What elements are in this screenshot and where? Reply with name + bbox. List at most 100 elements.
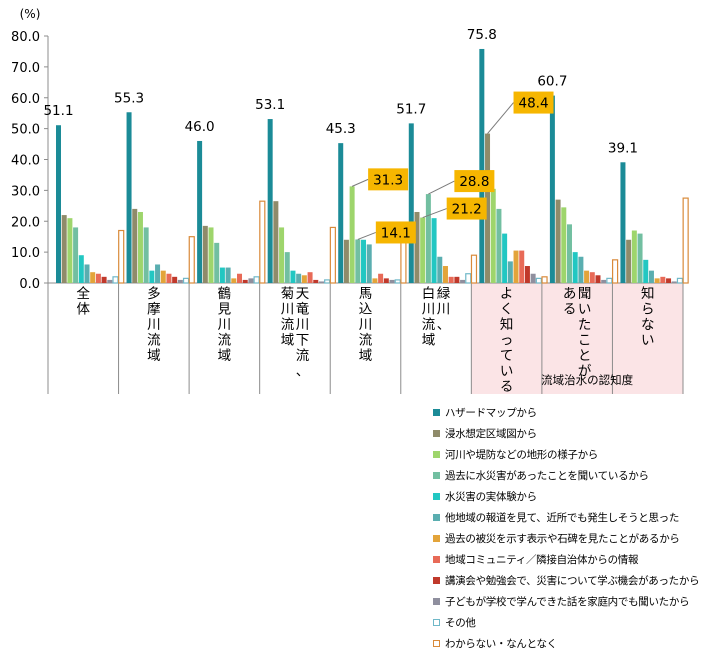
bar xyxy=(507,261,513,283)
legend-label: 過去に水災害があったことを聞いているから xyxy=(445,470,649,482)
category-label-char: 流 xyxy=(281,317,295,333)
bar xyxy=(237,273,243,283)
category-label-char: 摩 xyxy=(147,301,161,318)
bar xyxy=(606,277,613,284)
bar xyxy=(414,211,420,283)
legend-swatch xyxy=(433,640,440,647)
bar xyxy=(470,254,478,284)
bar-value-label: 51.7 xyxy=(396,101,426,117)
bar xyxy=(584,270,590,283)
callout-leader xyxy=(428,180,455,195)
legend-swatch xyxy=(433,493,440,500)
bar xyxy=(225,267,231,283)
category-label-char: 流 xyxy=(359,333,373,349)
category-label-char: る xyxy=(563,302,577,318)
legend: ハザードマップから 浸水想定区域図から 河川や堤防などの地形の様子から 過去に水災害が… xyxy=(433,402,718,654)
bar xyxy=(383,278,389,283)
category-label-char: 体 xyxy=(77,302,91,318)
legend-swatch xyxy=(433,472,440,479)
callout-label: 14.1 xyxy=(381,225,411,241)
bar xyxy=(648,270,654,283)
bar xyxy=(177,279,183,283)
callout-box xyxy=(446,197,487,220)
legend-swatch xyxy=(433,619,440,626)
y-tick-label: 60.0 xyxy=(11,92,40,107)
category-label-char: 菊 xyxy=(281,286,295,302)
bar xyxy=(389,279,395,283)
bar xyxy=(318,281,324,283)
category-label-char: 流 xyxy=(218,333,232,349)
bar xyxy=(611,259,619,284)
category-label-char: 、 xyxy=(296,364,310,380)
category-label-char: な xyxy=(641,317,655,333)
bar xyxy=(231,278,237,283)
callout-leader xyxy=(351,178,369,187)
bar xyxy=(631,230,637,283)
category-label-char: 知 xyxy=(641,285,655,302)
category-label-char: 域 xyxy=(218,348,232,364)
category-label-char: 、 xyxy=(437,317,451,333)
bar xyxy=(219,267,225,283)
y-tick-label: 80.0 xyxy=(11,30,40,45)
bar xyxy=(654,278,660,283)
bar xyxy=(671,281,677,283)
category-label-char: 込 xyxy=(359,302,373,318)
bar xyxy=(242,279,248,283)
category-label-char: 川 xyxy=(296,317,310,333)
legend-item: 子どもが学校で学んできた話を家庭内でも聞いたから xyxy=(433,591,718,612)
category-label-char: 知 xyxy=(500,316,514,333)
bar xyxy=(355,239,361,283)
bar xyxy=(182,277,190,284)
callout-label: 28.8 xyxy=(459,174,489,190)
legend-label: 講演会や勉強会で、災害について学ぶ機会があったから xyxy=(445,575,700,587)
category-label-char: ら xyxy=(641,302,655,318)
callout-box xyxy=(375,221,416,244)
bar xyxy=(541,276,548,284)
y-tick-label: 40.0 xyxy=(11,154,40,169)
legend-swatch xyxy=(433,514,440,521)
category-label-char: た xyxy=(578,317,592,333)
legend-item: 過去に水災害があったことを聞いているから xyxy=(433,465,718,486)
bar xyxy=(595,275,601,283)
bar xyxy=(101,276,107,283)
bar xyxy=(660,276,666,283)
category-label-char: 流 xyxy=(147,333,161,349)
category-label-char: 聞 xyxy=(578,286,592,302)
legend-label: 過去の被災を示す表示や石碑を見たことがあるから xyxy=(445,533,680,545)
bar xyxy=(496,208,502,283)
bar xyxy=(425,194,431,283)
legend-label: 地域コミュニティ／隣接自治体からの情報 xyxy=(445,554,639,566)
category-label-char: 白 xyxy=(422,286,436,302)
legend-item: 水災害の実体験から xyxy=(433,486,718,507)
bar xyxy=(273,201,279,283)
bar xyxy=(67,218,73,283)
category-label-char: 竜 xyxy=(296,301,310,318)
bar xyxy=(549,95,555,284)
category-label-char: い xyxy=(578,302,592,318)
bar xyxy=(378,273,384,283)
bar xyxy=(349,186,355,283)
bar xyxy=(95,273,101,283)
bar xyxy=(572,252,578,283)
bar xyxy=(112,276,119,284)
bar xyxy=(437,256,443,283)
bar xyxy=(338,143,344,283)
bar xyxy=(107,279,113,283)
bar xyxy=(490,188,496,283)
legend-label: 水災害の実体験から xyxy=(445,491,537,503)
bar xyxy=(454,276,460,283)
bar xyxy=(485,133,491,283)
category-label-char: 域 xyxy=(147,348,161,364)
bar xyxy=(132,208,138,283)
callout-box xyxy=(368,168,409,191)
bar xyxy=(253,276,260,284)
bar xyxy=(676,277,684,284)
bar xyxy=(155,264,161,283)
category-label-char: く xyxy=(500,302,514,318)
bar xyxy=(202,225,208,283)
callout-leader xyxy=(422,208,447,219)
y-tick-label: 0.0 xyxy=(19,277,40,292)
bar xyxy=(90,272,96,283)
y-tick-label: 10.0 xyxy=(11,246,40,261)
category-label-char: 流 xyxy=(422,317,436,333)
